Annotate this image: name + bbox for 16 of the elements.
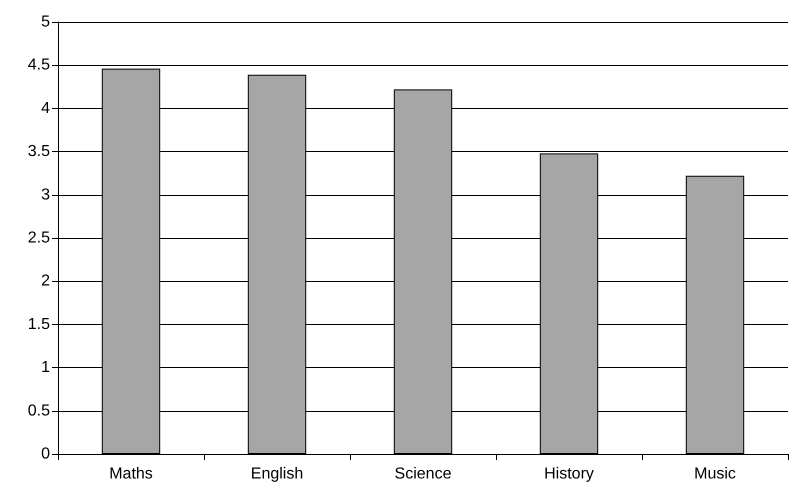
y-tick-label: 1 xyxy=(41,359,50,376)
y-tick-label: 1.5 xyxy=(28,316,50,333)
x-tick-label: Science xyxy=(394,466,452,482)
y-tick-label: 4.5 xyxy=(28,56,50,74)
y-tick-label: 4 xyxy=(41,100,50,117)
y-tick-label: 3 xyxy=(41,186,50,204)
x-tick-label: English xyxy=(250,466,304,482)
x-tick-label: History xyxy=(544,466,594,482)
y-tick-label: 5 xyxy=(41,14,50,30)
y-tick-label: 0.5 xyxy=(28,402,50,420)
x-tick-label: Maths xyxy=(109,466,153,482)
y-tick-label: 2 xyxy=(41,272,50,290)
y-tick-label: 2.5 xyxy=(28,230,50,246)
y-tick-label: 0 xyxy=(41,446,50,462)
x-tick-label: Music xyxy=(694,466,736,482)
y-tick-label: 3.5 xyxy=(28,143,50,160)
